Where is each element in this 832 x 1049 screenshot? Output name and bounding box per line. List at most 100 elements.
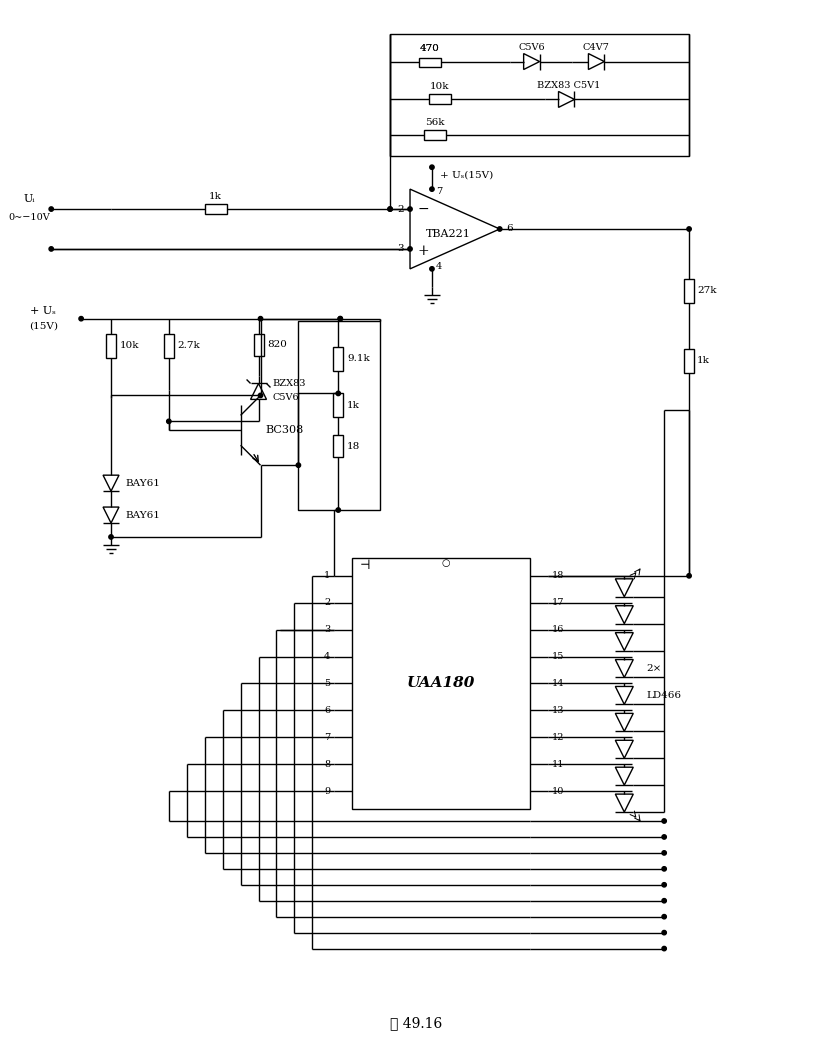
Text: 15: 15 (552, 652, 564, 661)
Text: 7: 7 (324, 733, 330, 742)
Circle shape (49, 207, 53, 211)
Text: 图 49.16: 图 49.16 (390, 1016, 442, 1030)
Text: 12: 12 (552, 733, 564, 742)
Circle shape (430, 266, 434, 271)
Circle shape (408, 207, 412, 211)
Text: 16: 16 (552, 625, 564, 635)
Text: 18: 18 (347, 442, 360, 451)
Text: 0~−10V: 0~−10V (8, 213, 50, 221)
Text: TBA221: TBA221 (425, 229, 470, 239)
Circle shape (388, 207, 392, 211)
Text: 18: 18 (552, 572, 564, 580)
Text: 1: 1 (324, 572, 330, 580)
Text: LD466: LD466 (646, 691, 681, 700)
Text: 17: 17 (552, 598, 564, 607)
Text: Uᵢ: Uᵢ (23, 194, 35, 205)
Text: 1k: 1k (347, 401, 360, 410)
Bar (164, 334, 174, 358)
Bar (390, 34, 689, 156)
Text: 4: 4 (436, 262, 442, 272)
Text: 5: 5 (324, 679, 330, 688)
Bar (299, 321, 380, 510)
Circle shape (336, 508, 340, 512)
Bar (352, 558, 530, 809)
Text: C5V6: C5V6 (273, 393, 300, 402)
Text: 1k: 1k (209, 192, 222, 200)
Text: (15V): (15V) (29, 321, 57, 330)
Circle shape (662, 851, 666, 855)
Text: 2×: 2× (646, 664, 661, 673)
Bar (254, 334, 264, 356)
Circle shape (662, 819, 666, 823)
Text: 11: 11 (552, 759, 564, 769)
Text: 820: 820 (268, 340, 287, 349)
Bar (419, 58, 441, 66)
Text: C5V6: C5V6 (518, 43, 545, 52)
Text: UAA180: UAA180 (407, 677, 475, 690)
Text: 9: 9 (324, 787, 330, 795)
Text: BZX83 C5V1: BZX83 C5V1 (537, 81, 600, 90)
Circle shape (662, 946, 666, 950)
Circle shape (109, 535, 113, 539)
Text: 470: 470 (420, 44, 440, 53)
Text: 27k: 27k (697, 286, 716, 295)
Text: 13: 13 (552, 706, 564, 714)
Circle shape (662, 930, 666, 935)
Text: + Uₛ: + Uₛ (30, 305, 57, 316)
Text: 14: 14 (552, 679, 564, 688)
Bar (684, 348, 694, 372)
Circle shape (662, 835, 666, 839)
Text: 10k: 10k (120, 341, 140, 350)
Bar (424, 130, 446, 141)
Circle shape (338, 317, 343, 321)
Circle shape (388, 207, 392, 211)
Text: C4V7: C4V7 (583, 43, 610, 52)
Circle shape (166, 420, 171, 424)
Circle shape (336, 391, 340, 395)
Circle shape (338, 317, 343, 321)
Circle shape (430, 165, 434, 169)
Circle shape (79, 317, 83, 321)
Text: 10: 10 (552, 787, 564, 795)
Circle shape (687, 574, 691, 578)
Bar (106, 334, 116, 358)
Text: BC308: BC308 (265, 425, 304, 435)
Text: + Uₛ(15V): + Uₛ(15V) (440, 171, 493, 179)
Circle shape (662, 866, 666, 871)
Bar (334, 435, 344, 457)
Text: ⊣: ⊣ (360, 559, 371, 573)
Bar (205, 205, 226, 214)
Circle shape (662, 915, 666, 919)
Text: 3: 3 (324, 625, 330, 635)
Text: 3: 3 (398, 244, 404, 254)
Circle shape (408, 247, 412, 251)
Text: 1k: 1k (697, 356, 710, 365)
Bar (334, 393, 344, 418)
Circle shape (258, 317, 263, 321)
Circle shape (258, 393, 263, 398)
Text: 4: 4 (324, 652, 330, 661)
Text: 7: 7 (436, 187, 442, 195)
Circle shape (498, 227, 502, 231)
Text: 9.1k: 9.1k (347, 355, 370, 363)
Text: 56k: 56k (425, 117, 444, 127)
Text: 2: 2 (324, 598, 330, 607)
Text: 2: 2 (398, 205, 404, 214)
Text: 6: 6 (324, 706, 330, 714)
Text: ○: ○ (442, 559, 450, 569)
Text: 470: 470 (420, 44, 440, 53)
Bar (334, 346, 344, 370)
Text: 6: 6 (507, 224, 513, 234)
Circle shape (296, 463, 300, 468)
Text: +: + (418, 244, 429, 258)
Text: 10k: 10k (430, 82, 449, 91)
Text: 8: 8 (324, 759, 330, 769)
Text: BZX83: BZX83 (273, 379, 306, 388)
Circle shape (49, 247, 53, 251)
Circle shape (687, 227, 691, 231)
Bar (684, 279, 694, 303)
Text: 2.7k: 2.7k (178, 341, 201, 350)
Text: BAY61: BAY61 (125, 478, 160, 488)
Circle shape (662, 882, 666, 887)
Text: −: − (418, 202, 429, 216)
